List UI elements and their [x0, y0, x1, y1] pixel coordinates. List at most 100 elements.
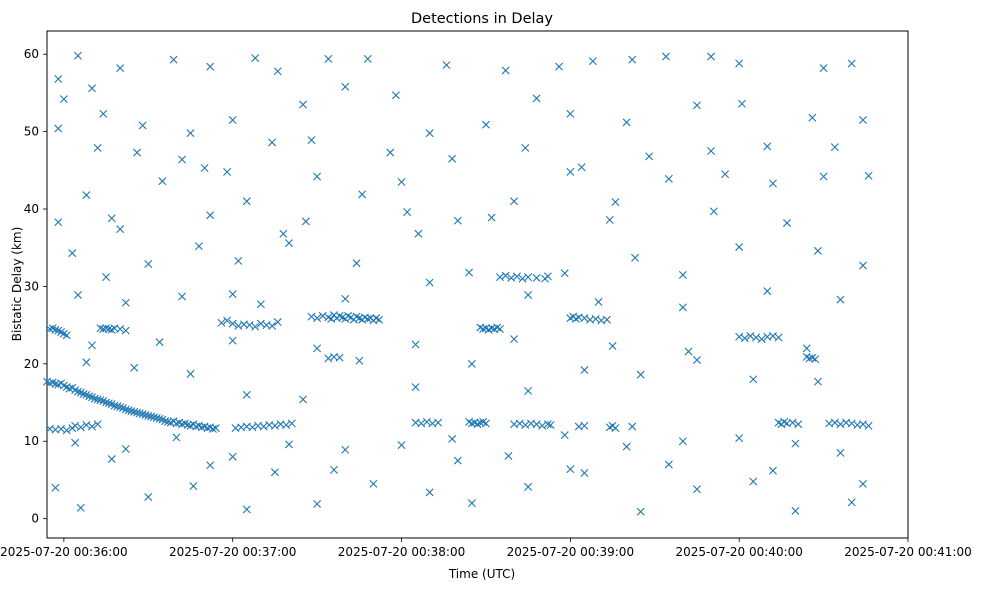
- data-point: [287, 419, 296, 428]
- data-point: [397, 441, 406, 450]
- data-point: [358, 190, 367, 199]
- data-point: [631, 253, 640, 262]
- data-point: [467, 499, 476, 508]
- data-point: [178, 155, 187, 164]
- data-point: [189, 482, 198, 491]
- data-point: [102, 273, 111, 282]
- data-point: [93, 420, 102, 429]
- data-point: [299, 395, 308, 404]
- data-point: [864, 171, 873, 180]
- data-point: [68, 249, 77, 258]
- data-point: [99, 109, 108, 118]
- data-point: [735, 242, 744, 251]
- data-point: [560, 431, 569, 440]
- data-point: [178, 292, 187, 301]
- data-point: [864, 421, 873, 430]
- data-point: [510, 197, 519, 206]
- data-point: [223, 316, 232, 325]
- data-point: [524, 482, 533, 491]
- data-point: [96, 324, 105, 333]
- data-point: [636, 370, 645, 379]
- y-tick-label: 30: [24, 279, 39, 293]
- data-point: [611, 198, 620, 207]
- data-point: [763, 142, 772, 151]
- data-point: [819, 172, 828, 181]
- data-point: [172, 433, 181, 442]
- data-point: [284, 239, 293, 248]
- data-point: [133, 148, 142, 157]
- x-tick-label: 2025-07-20 00:38:00: [338, 545, 465, 559]
- data-point: [363, 54, 372, 63]
- data-point: [82, 191, 91, 200]
- data-point: [85, 392, 94, 401]
- chart-title: Detections in Delay: [411, 11, 553, 27]
- data-point: [228, 116, 237, 125]
- data-point: [588, 57, 597, 66]
- data-point: [813, 246, 822, 255]
- data-point: [228, 290, 237, 299]
- data-point: [783, 218, 791, 227]
- data-point: [487, 213, 496, 222]
- data-point: [566, 465, 575, 474]
- plot-frame: [46, 30, 909, 539]
- x-tick-label: 2025-07-20 00:37:00: [169, 545, 296, 559]
- data-point: [504, 451, 513, 460]
- data-point: [622, 442, 631, 451]
- data-point: [602, 315, 611, 324]
- data-point: [116, 64, 125, 73]
- data-point: [62, 426, 71, 435]
- data-point: [341, 445, 350, 454]
- data-point: [279, 229, 288, 238]
- data-point: [453, 456, 462, 465]
- data-point: [51, 483, 60, 492]
- data-point: [386, 148, 395, 157]
- y-tick-label: 60: [24, 47, 39, 61]
- data-point: [794, 420, 803, 429]
- data-point: [532, 273, 541, 282]
- data-point: [301, 217, 310, 226]
- data-point: [521, 143, 530, 152]
- y-tick-label: 0: [31, 512, 39, 526]
- data-point: [735, 59, 744, 68]
- data-point: [802, 344, 811, 353]
- data-point: [104, 399, 113, 408]
- data-point: [411, 340, 420, 349]
- data-point: [566, 167, 575, 176]
- data-point: [434, 418, 443, 427]
- data-point: [425, 488, 434, 497]
- data-point: [510, 335, 519, 344]
- data-point: [580, 468, 589, 477]
- data-point: [228, 319, 237, 328]
- data-point: [524, 273, 533, 282]
- y-tick-label: 50: [24, 125, 39, 139]
- data-point: [397, 177, 406, 186]
- data-point: [448, 434, 457, 443]
- data-point: [622, 118, 631, 127]
- data-point: [223, 167, 232, 176]
- data-point: [355, 356, 364, 365]
- data-point: [273, 67, 282, 76]
- data-point: [425, 129, 434, 138]
- data-point: [242, 390, 251, 399]
- data-point: [532, 94, 541, 103]
- data-point: [256, 300, 265, 309]
- data-point: [496, 325, 504, 333]
- data-point: [580, 421, 589, 430]
- y-tick-label: 10: [24, 434, 39, 448]
- data-point: [299, 100, 308, 109]
- data-point: [555, 62, 564, 71]
- data-point: [270, 468, 279, 477]
- data-point: [313, 172, 322, 181]
- data-point: [217, 318, 226, 327]
- data-point: [391, 91, 400, 100]
- data-point: [465, 268, 474, 277]
- data-point: [566, 109, 575, 118]
- data-point: [768, 466, 777, 475]
- data-point: [481, 120, 490, 129]
- data-point: [121, 298, 130, 307]
- data-point: [99, 325, 108, 333]
- x-axis-ticks: 2025-07-20 00:36:00 2025-07-20 00:37:00 20…: [0, 538, 972, 559]
- data-point: [284, 440, 293, 449]
- data-point: [313, 499, 322, 508]
